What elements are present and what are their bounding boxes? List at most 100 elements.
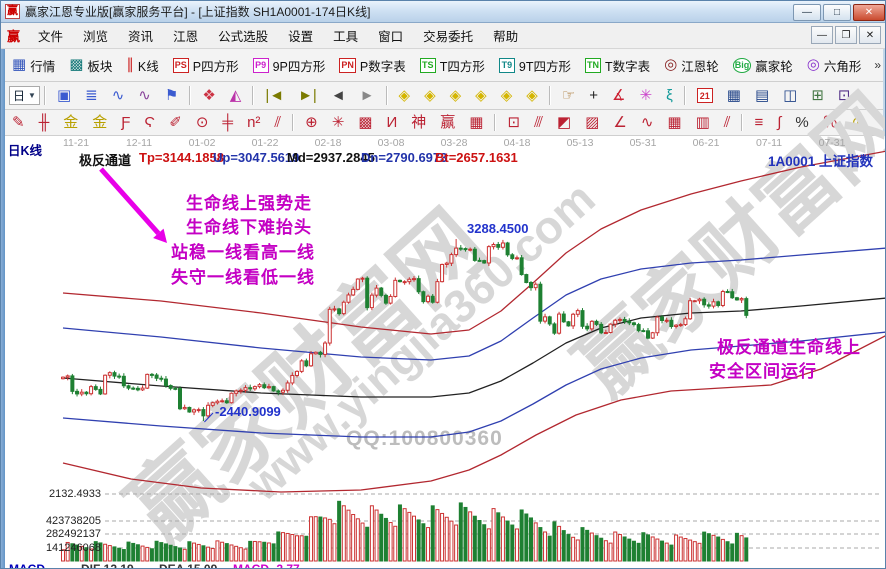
mdi-restore-button[interactable]: ❐ [835,26,857,44]
angle-measure-icon[interactable]: ∡ [605,85,632,107]
gold-square2-icon[interactable]: 金 [85,112,114,134]
parallel-lines-icon[interactable]: ⫽ [717,112,738,134]
hatch-box-icon[interactable]: ▨ [578,112,606,134]
menu-item-工具[interactable]: 工具 [333,30,359,44]
zoom-compress-icon[interactable]: ◈ [468,85,494,107]
volume-bar [397,504,402,562]
zoom-right-icon[interactable]: ◈ [417,85,443,107]
gann-grid-icon[interactable]: ▩ [351,112,379,134]
percent-icon[interactable]: % [788,112,815,134]
scale-ruler-icon[interactable]: ╪ [215,112,240,134]
menu-item-文件[interactable]: 文件 [38,30,64,44]
grid-dense-icon[interactable]: ▦ [660,112,688,134]
wave-count-icon[interactable]: И [379,112,404,134]
save-icon[interactable]: ◫ [776,85,804,107]
square-of-nine-icon[interactable]: n² [240,112,267,134]
gann-fan-icon[interactable]: ⫽ [267,112,288,134]
menu-item-江恩[interactable]: 江恩 [173,30,199,44]
shaded-fan-icon[interactable]: ◩ [550,112,578,134]
calendar-icon[interactable]: 21 [690,85,720,106]
mdi-minimize-button[interactable]: — [811,26,833,44]
mdi-close-button[interactable]: ✕ [859,26,881,44]
gold-circle-icon[interactable]: ⊙ [845,112,872,134]
close-button[interactable]: ✕ [853,4,885,21]
marker-tool-icon[interactable]: ✐ [162,112,189,134]
candle [416,278,421,293]
pen-tool-icon[interactable]: ✎ [5,112,32,134]
menu-item-设置[interactable]: 设置 [288,30,314,44]
gann-circle-icon[interactable]: ⊕ [298,112,325,134]
rays-icon[interactable]: ⫻ [527,112,550,134]
sectors-button[interactable]: ▩ 板块 [62,53,119,78]
angle-lines-icon[interactable]: ∠ [606,112,633,134]
gold-rule-icon[interactable]: ≜ [871,112,885,134]
crosshair-tool-icon[interactable]: + [582,85,605,107]
gann-flower-icon[interactable]: ✳ [632,85,659,107]
fibonacci-icon[interactable]: Ƒ [114,112,137,134]
grid-box-icon[interactable]: ▥ [689,112,717,134]
notes-icon[interactable]: ▤ [748,85,776,107]
star-angles-icon[interactable]: ✳ [325,112,352,134]
percent-retrace-icon[interactable]: ∫ [770,112,788,134]
window-layout-icon[interactable]: ▣ [50,85,78,107]
menu-item-帮助[interactable]: 帮助 [493,30,519,44]
flag-marker-icon[interactable]: ⚑ [158,85,185,107]
zoom-left-icon[interactable]: ◈ [392,85,418,107]
menu-item-窗口[interactable]: 窗口 [378,30,404,44]
toolbar-separator [494,113,497,132]
t-number-table-button[interactable]: TN T数字表 [578,53,657,78]
winner-wheel-button[interactable]: Big 赢家轮 [726,53,800,78]
gold-square-icon[interactable]: 金 [56,112,85,134]
time-circle-icon[interactable]: ⊙ [189,112,216,134]
candle [369,294,374,309]
prev-bar-icon[interactable]: ◄ [324,85,353,107]
gann-wheel-button[interactable]: ◎ 江恩轮 [657,53,726,78]
nine-p-square-button[interactable]: P9 9P四方形 [246,53,333,78]
menu-item-交易委托[interactable]: 交易委托 [423,30,474,44]
spiral-small-icon[interactable]: ξ [659,85,680,107]
menu-item-公式选股[interactable]: 公式选股 [218,30,269,44]
number-grid-icon[interactable]: ▦ [462,112,490,134]
yingjia-gann-icon[interactable]: 赢 [433,112,462,134]
volume-bar [440,512,445,562]
hand-tool-icon[interactable]: ☞ [555,85,582,107]
box-tool-icon[interactable]: ⊡ [500,112,527,134]
first-bar-icon[interactable]: |◄ [258,85,291,107]
candle [543,316,548,322]
zigzag-icon[interactable]: ∿ [634,112,661,134]
t-square-button[interactable]: TS T四方形 [413,53,492,78]
ruler-grid-icon[interactable]: ╫ [32,112,57,134]
menu-bar: 赢 文件 浏览 资讯 江恩 公式选股 设置 工具 窗口 交易委托 帮助 — ❐ ✕ [1,23,885,49]
calculator-icon[interactable]: ▦ [720,85,748,107]
next-bar-icon[interactable]: ► [353,85,382,107]
menu-item-资讯[interactable]: 资讯 [128,30,154,44]
minimize-button[interactable]: — [793,4,821,21]
menu-item-浏览[interactable]: 浏览 [83,30,109,44]
wave-9-icon[interactable]: ∿ [131,85,158,107]
last-bar-icon[interactable]: ►| [291,85,324,107]
data-transfer-icon[interactable]: ⊡ [831,85,858,107]
percent-line-icon[interactable]: ％ [816,112,845,134]
wave-3-icon[interactable]: ∿ [105,85,132,107]
p-square-button[interactable]: PS P四方形 [166,53,246,78]
list-view-icon[interactable]: ≣ [78,85,105,107]
zoom-full-icon[interactable]: ◈ [519,85,545,107]
zoom-horizontal-icon[interactable]: ◈ [443,85,469,107]
kline-button[interactable]: ∥ K线 [119,53,165,78]
color-chart-icon[interactable]: ◭ [223,85,249,107]
price-ladder-icon[interactable]: ≡ [747,112,770,134]
export-icon[interactable]: ⊞ [804,85,831,107]
restore-rights-icon[interactable]: ❖ [195,85,222,107]
shen-gann-icon[interactable]: 神 [404,112,433,134]
period-selector[interactable]: 日 ▼ [9,86,40,105]
spiral-tool-icon[interactable]: Ϛ [137,112,162,134]
maximize-button[interactable]: □ [823,4,851,21]
p-number-table-button[interactable]: PN P数字表 [332,53,412,78]
quotes-button[interactable]: ▦ 行情 [5,53,62,78]
title-bar[interactable]: 赢 赢家江恩专业版[赢家服务平台] - [上证指数 SH1A0001-174日K… [1,1,885,23]
zoom-expand-icon[interactable]: ◈ [494,85,520,107]
toolbar-overflow-chevron[interactable]: » [874,58,881,72]
nine-t-square-button[interactable]: T9 9T四方形 [492,53,578,78]
hexagon-button[interactable]: ◎ 六角形 [800,53,869,78]
